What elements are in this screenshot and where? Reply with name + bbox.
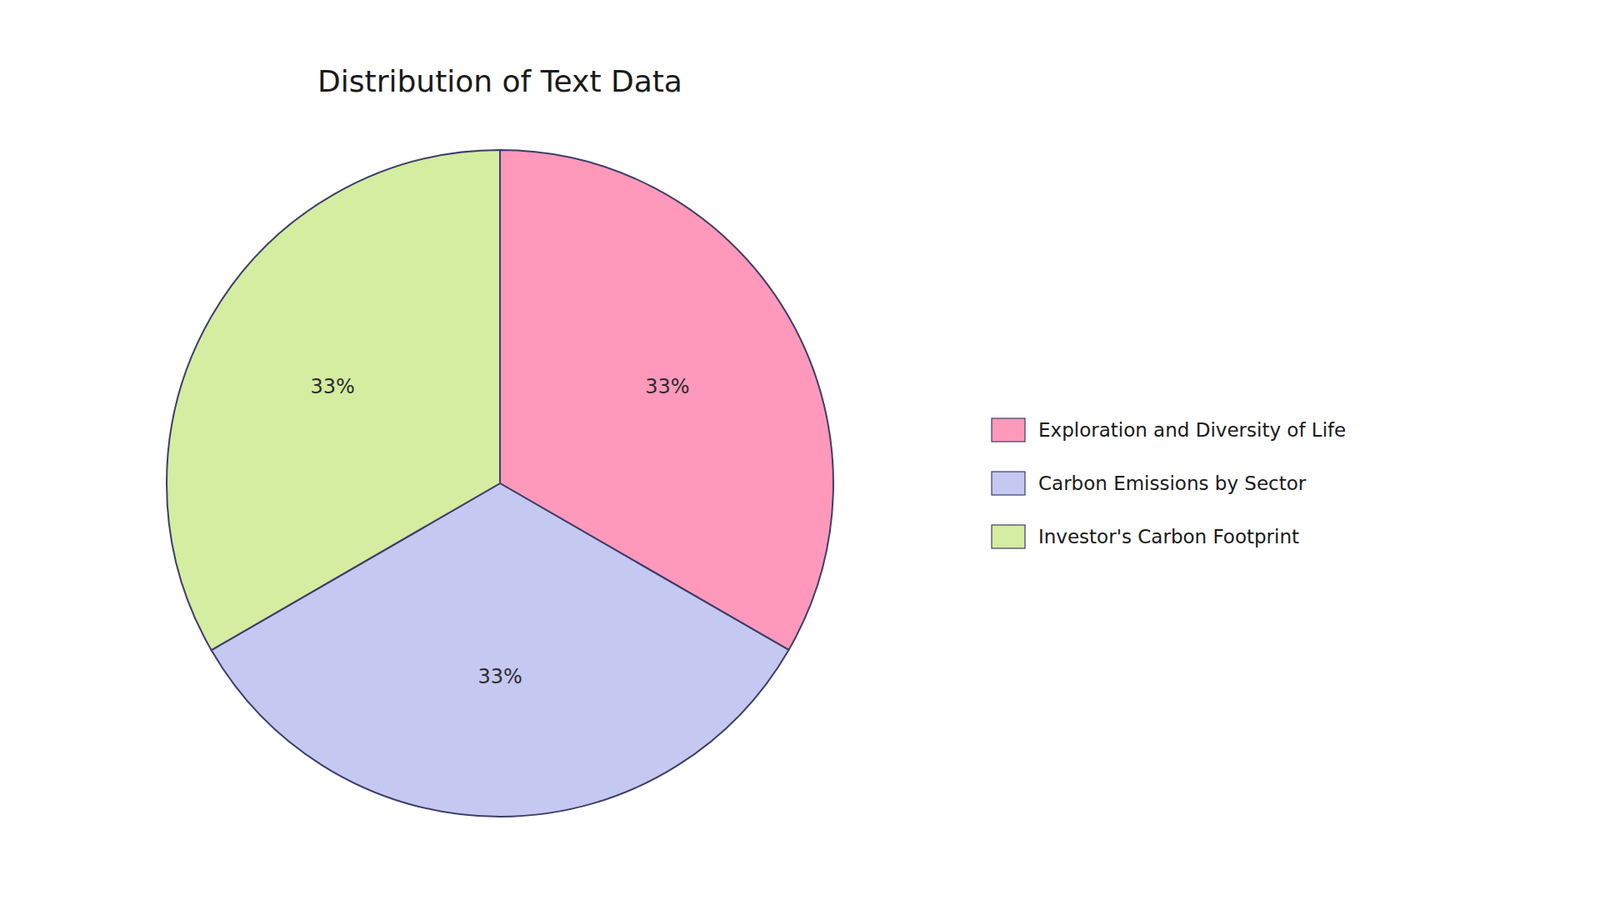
background [0,0,1600,900]
legend-swatch [991,471,1025,495]
legend-label: Investor's Carbon Footprint [1038,525,1300,548]
data-label: 33% [645,375,690,399]
legend-swatch [991,418,1025,442]
chart-title: Distribution of Text Data [317,64,683,99]
legend-label: Carbon Emissions by Sector [1038,472,1307,495]
chart-svg: Distribution of Text Data 33% 33% 33% Explor… [0,0,1600,900]
data-label: 33% [310,375,355,399]
pie-slice [166,150,500,650]
slices [166,150,834,817]
legend-label: Exploration and Diversity of Life [1038,419,1346,441]
legend: Exploration and Diversity of Life Carbon … [991,418,1346,549]
data-labels: 33% 33% 33% [310,375,690,689]
legend-swatch [991,525,1025,549]
data-label: 33% [477,665,522,689]
chart-container: Distribution of Text Data 33% 33% 33% Explor… [0,0,1600,900]
